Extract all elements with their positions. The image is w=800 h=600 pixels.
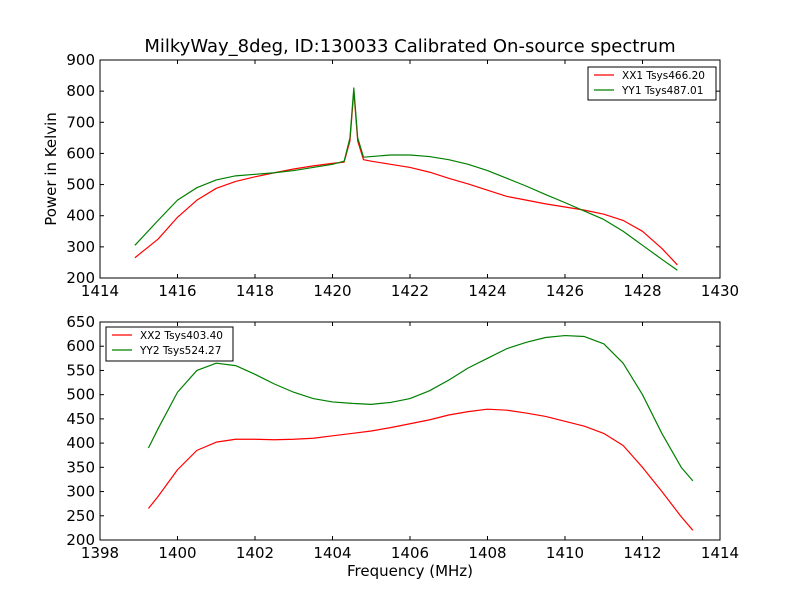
series-line-xx1 xyxy=(134,90,678,266)
x-axis-label: Frequency (MHz) xyxy=(347,562,473,580)
y-tick-label: 600 xyxy=(66,144,95,162)
x-tick-label: 1400 xyxy=(158,544,196,562)
chart-title: MilkyWay_8deg, ID:130033 Calibrated On-s… xyxy=(144,36,675,57)
x-tick-label: 1410 xyxy=(546,544,584,562)
x-tick-label: 1402 xyxy=(236,544,274,562)
x-tick-label: 1416 xyxy=(158,282,196,300)
y-tick-label: 300 xyxy=(66,483,95,501)
legend-label: XX2 Tsys403.40 xyxy=(140,330,223,342)
y-tick-label: 300 xyxy=(66,238,95,256)
legend-label: XX1 Tsys466.20 xyxy=(622,70,705,82)
y-axis-label: Power in Kelvin xyxy=(42,112,60,226)
y-tick-label: 400 xyxy=(66,434,95,452)
legend-box xyxy=(105,326,234,362)
x-tick-label: 1422 xyxy=(391,282,429,300)
x-tick-label: 1424 xyxy=(468,282,506,300)
y-tick-label: 200 xyxy=(66,269,95,287)
x-tick-label: 1414 xyxy=(701,544,739,562)
y-tick-label: 350 xyxy=(66,458,95,476)
y-tick-label: 400 xyxy=(66,207,95,225)
x-tick-label: 1420 xyxy=(313,282,351,300)
series-line-yy2 xyxy=(147,334,694,482)
x-tick-label: 1428 xyxy=(623,282,661,300)
y-tick-label: 500 xyxy=(66,176,95,194)
top-chart-panel: 1414 1416 1418 1420 1422 1424 1426 1428 1430 200 3… xyxy=(42,36,739,300)
x-tick-label: 1406 xyxy=(391,544,429,562)
legend: XX2 Tsys403.40 YY2 Tsys524.27 xyxy=(105,326,234,362)
x-tick-label: 1414 xyxy=(81,282,119,300)
y-tick-label: 250 xyxy=(66,507,95,525)
series-line-xx2 xyxy=(147,408,694,531)
legend-label: YY1 Tsys487.01 xyxy=(621,85,703,97)
y-tick-label: 450 xyxy=(66,410,95,428)
legend-label: YY2 Tsys524.27 xyxy=(139,345,221,357)
x-tick-label: 1404 xyxy=(313,544,351,562)
bottom-chart-panel: 1398 1400 1402 1404 1406 1408 1410 1412 1414 200 2… xyxy=(66,313,739,580)
x-tick-label: 1398 xyxy=(81,544,119,562)
series-line-yy1 xyxy=(134,87,678,271)
y-tick-label: 650 xyxy=(66,313,95,331)
x-tick-label: 1426 xyxy=(546,282,584,300)
x-tick-label: 1412 xyxy=(623,544,661,562)
legend: XX1 Tsys466.20 YY1 Tsys487.01 xyxy=(587,66,717,101)
x-tick-label: 1418 xyxy=(236,282,274,300)
y-tick-label: 200 xyxy=(66,531,95,549)
x-tick-label: 1430 xyxy=(701,282,739,300)
y-tick-label: 700 xyxy=(66,113,95,131)
y-tick-label: 800 xyxy=(66,82,95,100)
y-tick-label: 600 xyxy=(66,337,95,355)
legend-box xyxy=(587,66,717,101)
y-tick-label: 550 xyxy=(66,361,95,379)
y-tick-label: 500 xyxy=(66,386,95,404)
x-tick-label: 1408 xyxy=(468,544,506,562)
y-tick-label: 900 xyxy=(66,51,95,69)
